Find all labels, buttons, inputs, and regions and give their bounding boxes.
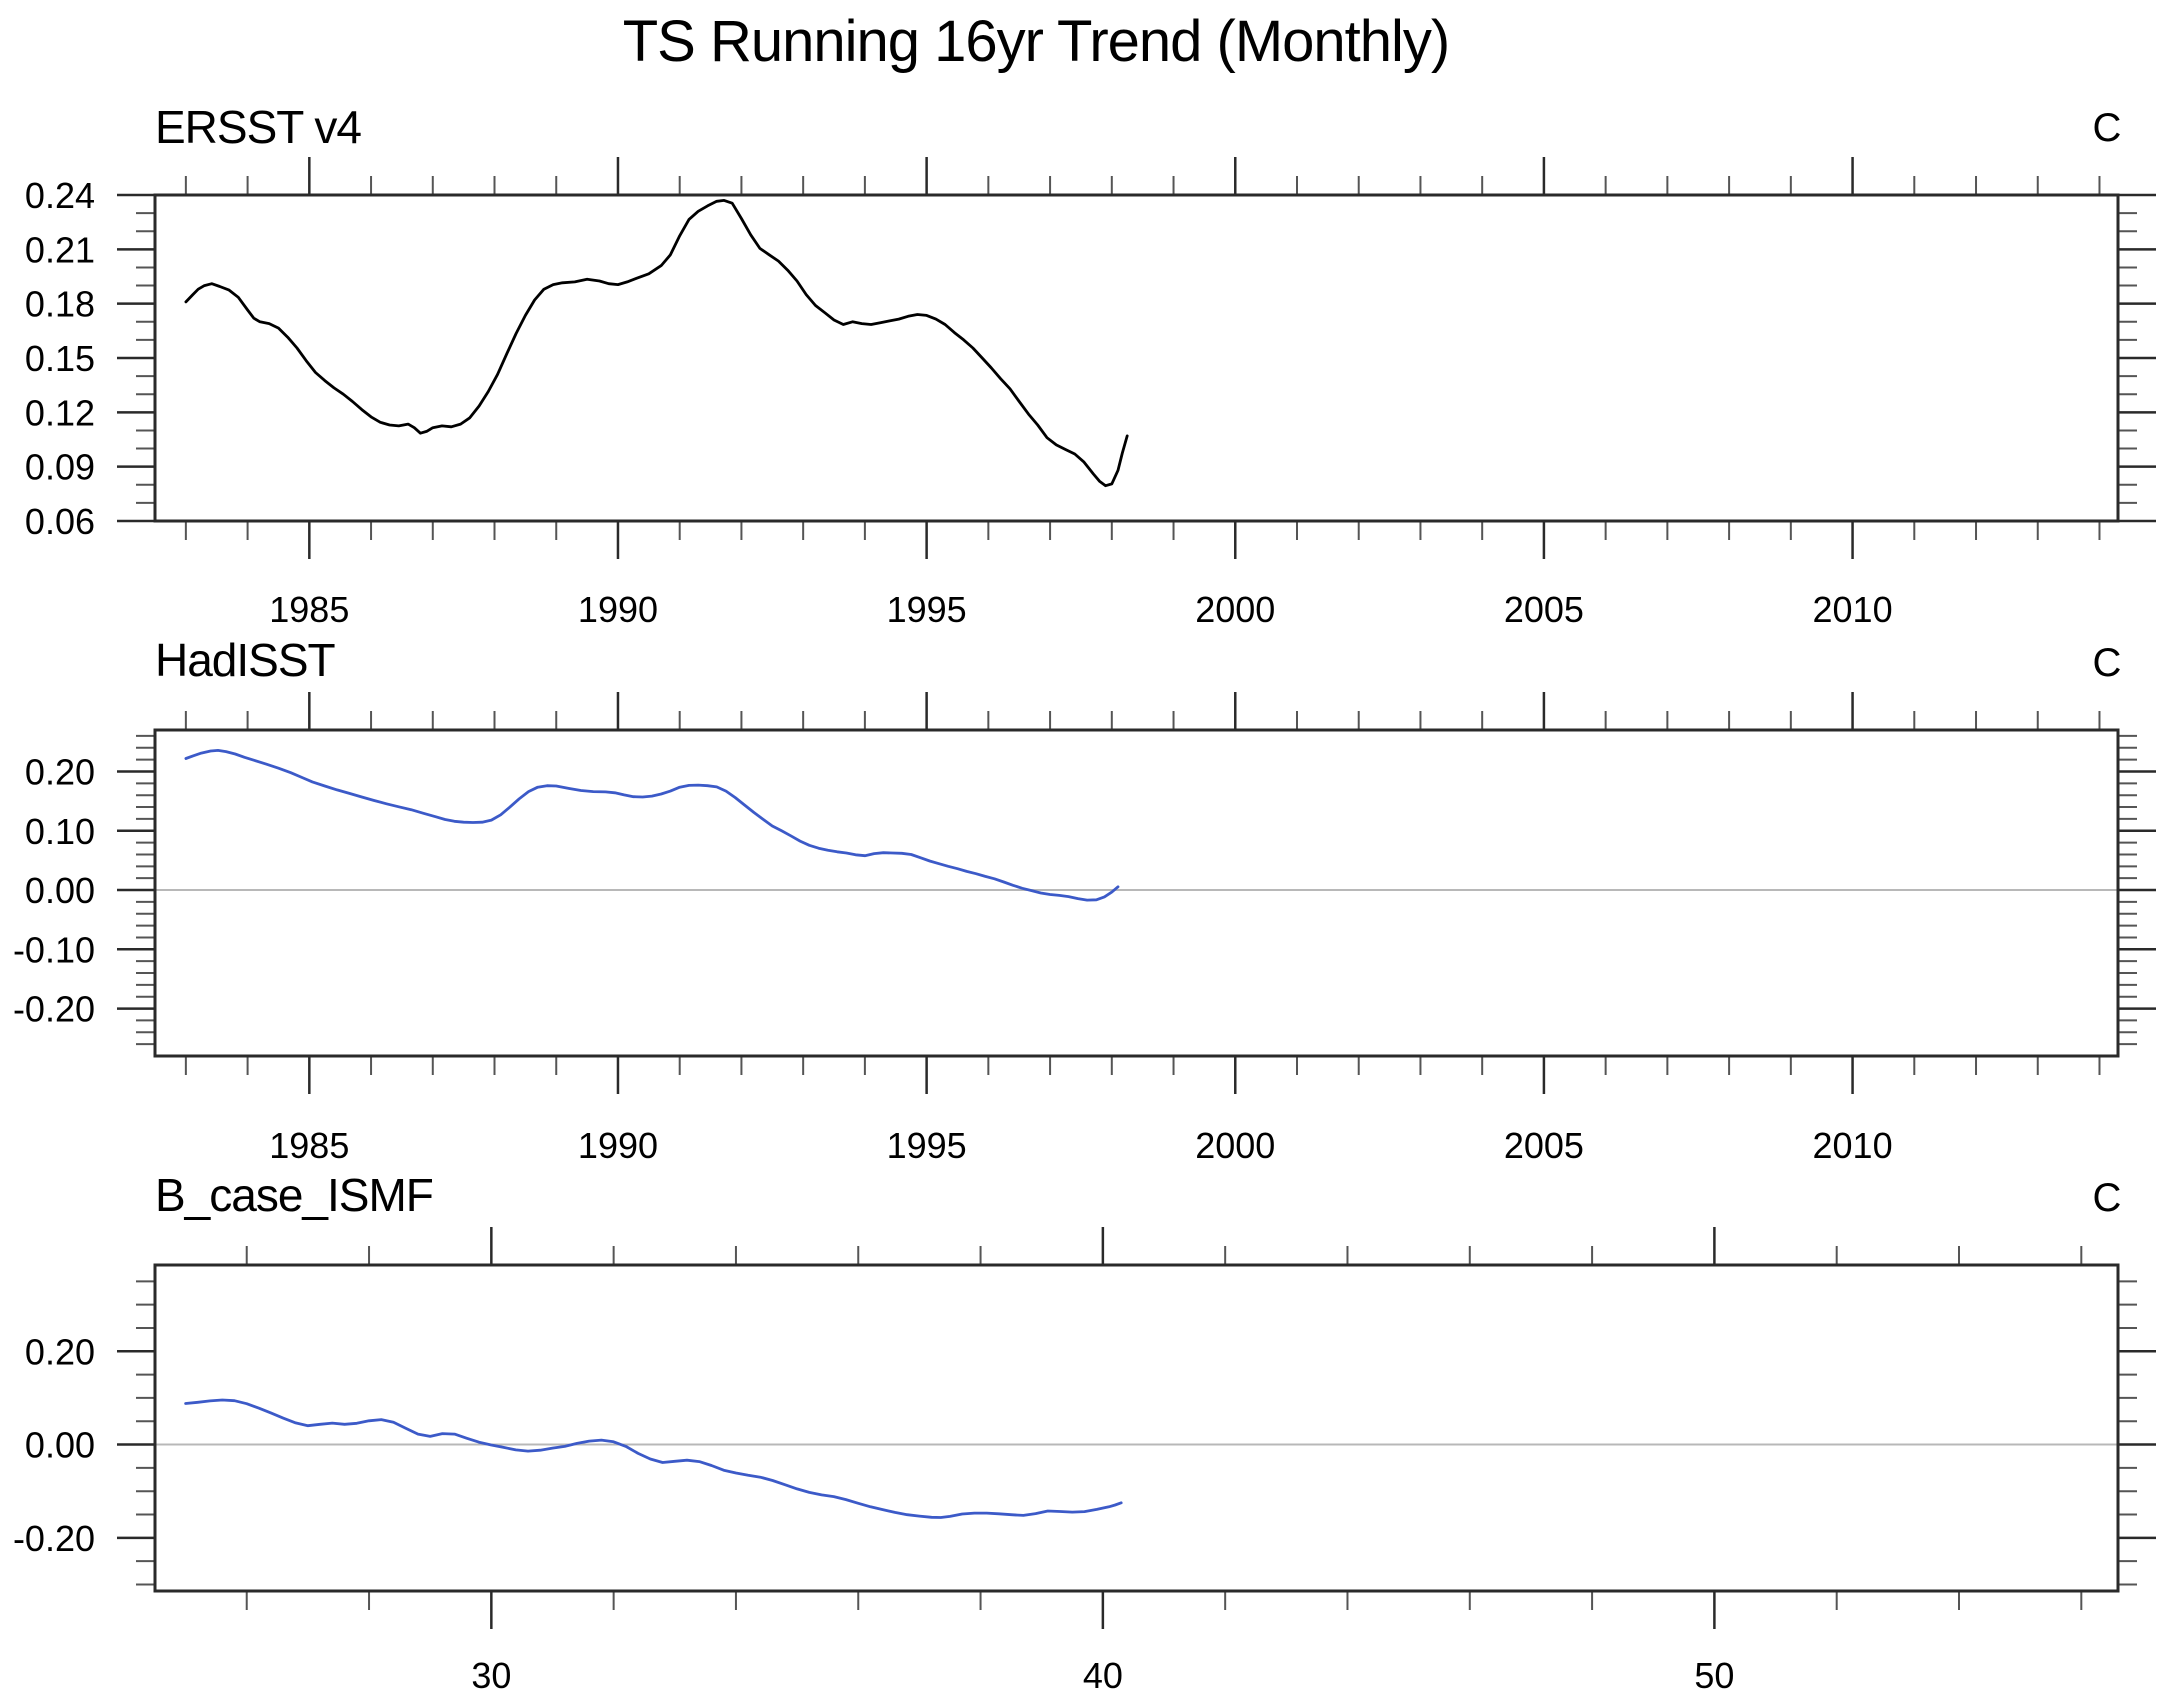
svg-text:50: 50 <box>1694 1655 1734 1693</box>
svg-text:0.09: 0.09 <box>25 447 95 488</box>
svg-text:1995: 1995 <box>887 1125 967 1166</box>
svg-text:30: 30 <box>471 1655 511 1693</box>
svg-text:0.24: 0.24 <box>25 175 95 216</box>
svg-text:2000: 2000 <box>1195 589 1275 630</box>
unit-label-hadisst: C <box>2092 641 2122 685</box>
svg-text:0.00: 0.00 <box>25 870 95 911</box>
svg-text:0.06: 0.06 <box>25 501 95 542</box>
svg-text:0.18: 0.18 <box>25 284 95 325</box>
svg-text:2005: 2005 <box>1504 589 1584 630</box>
svg-text:0.21: 0.21 <box>25 229 95 270</box>
svg-text:1990: 1990 <box>578 1125 658 1166</box>
panel-title-ersst-v4: ERSST v4 <box>155 101 362 153</box>
svg-text:-0.20: -0.20 <box>13 989 95 1030</box>
svg-text:2010: 2010 <box>1813 589 1893 630</box>
svg-text:2010: 2010 <box>1813 1125 1893 1166</box>
svg-text:-0.20: -0.20 <box>13 1518 95 1559</box>
svg-text:1990: 1990 <box>578 589 658 630</box>
main-title: TS Running 16yr Trend (Monthly) <box>622 9 1450 74</box>
svg-text:1985: 1985 <box>269 589 349 630</box>
panel-title-b-case-ismf: B_case_ISMF <box>155 1169 434 1221</box>
unit-label-ersst-v4: C <box>2092 106 2122 150</box>
svg-text:0.20: 0.20 <box>25 751 95 792</box>
svg-text:0.12: 0.12 <box>25 392 95 433</box>
svg-text:2000: 2000 <box>1195 1125 1275 1166</box>
svg-text:0.10: 0.10 <box>25 811 95 852</box>
svg-text:0.00: 0.00 <box>25 1425 95 1466</box>
svg-text:40: 40 <box>1083 1655 1123 1693</box>
unit-label-b-case-ismf: C <box>2092 1176 2122 1220</box>
panel-title-hadisst: HadISST <box>155 634 336 686</box>
svg-text:1995: 1995 <box>887 589 967 630</box>
svg-text:0.20: 0.20 <box>25 1331 95 1372</box>
svg-text:1985: 1985 <box>269 1125 349 1166</box>
svg-text:2005: 2005 <box>1504 1125 1584 1166</box>
svg-text:-0.10: -0.10 <box>13 929 95 970</box>
svg-text:0.15: 0.15 <box>25 338 95 379</box>
